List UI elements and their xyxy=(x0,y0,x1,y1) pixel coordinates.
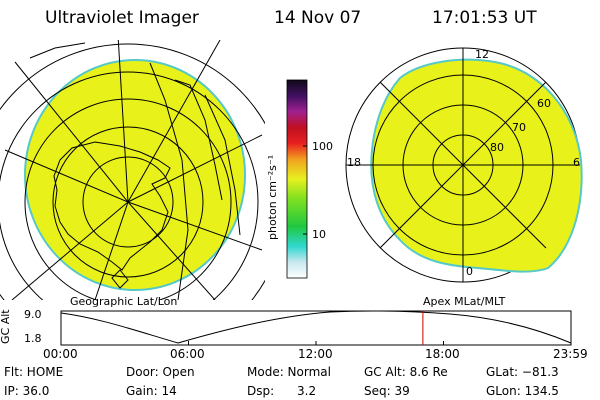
apex-caption: Apex MLat/MLT xyxy=(423,295,506,308)
mode-info: Mode: Normal xyxy=(247,365,331,379)
geographic-caption: Geographic Lat/Lon xyxy=(70,295,178,308)
app-title: Ultraviolet Imager xyxy=(45,8,199,28)
mlt-12-label: 12 xyxy=(475,48,489,61)
dsp-info: Dsp: 3.2 xyxy=(247,384,317,398)
time-tick-2: 12:00 xyxy=(298,347,333,361)
mlt-18-label: 18 xyxy=(347,156,361,169)
door-info: Door: Open xyxy=(126,365,195,379)
colorbar-tick-100: 100 xyxy=(312,140,333,153)
mlt-0-label: 0 xyxy=(466,265,473,278)
seq-info: Seq: 39 xyxy=(364,384,410,398)
gain-info: Gain: 14 xyxy=(126,384,177,398)
colorbar-label: photon cm⁻²s⁻¹ xyxy=(266,154,279,240)
mlt-6-label: 6 xyxy=(573,156,580,169)
time-tick-3: 18:00 xyxy=(425,347,460,361)
mlat-70-label: 70 xyxy=(512,121,526,134)
time-tick-1: 06:00 xyxy=(170,347,205,361)
time-tick-4: 23:59 xyxy=(553,347,588,361)
glat-info: GLat: −81.3 xyxy=(486,365,559,379)
time-tick-0: 00:00 xyxy=(43,347,78,361)
altitude-max-label: 9.0 xyxy=(24,308,42,321)
magnetic-view xyxy=(345,47,583,283)
time-label: 17:01:53 UT xyxy=(432,8,537,28)
geographic-view xyxy=(0,40,265,300)
mlat-80-label: 80 xyxy=(490,141,504,154)
altitude-min-label: 1.8 xyxy=(24,332,42,345)
flight-info: Flt: HOME xyxy=(4,365,64,379)
altitude-axis-label: GC Alt xyxy=(0,309,12,344)
colorbar xyxy=(286,79,308,279)
glon-info: GLon: 134.5 xyxy=(486,384,559,398)
altitude-plot xyxy=(60,310,572,346)
gc-alt-info: GC Alt: 8.6 Re xyxy=(364,365,448,379)
mlat-60-label: 60 xyxy=(537,97,551,110)
date-label: 14 Nov 07 xyxy=(274,8,362,28)
ip-info: IP: 36.0 xyxy=(4,384,50,398)
colorbar-tick-10: 10 xyxy=(312,228,326,241)
